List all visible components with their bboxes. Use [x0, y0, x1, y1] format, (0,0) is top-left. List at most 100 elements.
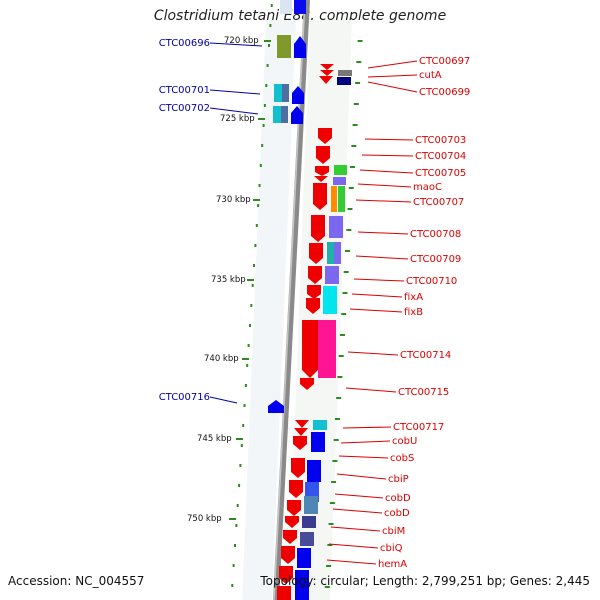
- scale-tick-dot: [265, 84, 268, 87]
- scale-tick-dot: [355, 82, 361, 84]
- gene-label-right: cbiM: [382, 526, 405, 537]
- leader-line: [336, 473, 387, 480]
- gene-arrow-red-small: [294, 428, 308, 436]
- scale-tick-dot: [334, 418, 340, 420]
- gene-label-left: CTC00702: [159, 103, 210, 114]
- gene-arrow-red: [311, 215, 325, 242]
- leader-line: [209, 396, 238, 404]
- gene-block-slate: [300, 532, 314, 546]
- gene-arrow-red: [287, 500, 301, 516]
- scale-tick-dot: [338, 355, 344, 357]
- scale-tick-dot: [343, 271, 349, 273]
- gene-arrow-red-small: [320, 70, 334, 76]
- gene-label-right: CTC00709: [410, 254, 461, 265]
- gene-arrow-red: [315, 166, 329, 176]
- leader-line: [340, 440, 391, 444]
- gene-arrow-red-small: [295, 420, 309, 428]
- leader-line: [357, 183, 412, 188]
- scale-tick-dot: [332, 460, 338, 462]
- scale-tick-dot: [350, 166, 355, 168]
- scale-tick-dot: [345, 250, 350, 252]
- scale-tick-dot: [231, 584, 234, 587]
- gene-label-right: cobS: [390, 453, 414, 464]
- gene-cog-navy: [337, 77, 351, 85]
- scale-tick-dot: [251, 284, 254, 287]
- gene-label-right: fixA: [404, 292, 423, 303]
- scale-label: 735 kbp: [211, 275, 246, 285]
- gene-arrow-blue: [294, 36, 306, 58]
- gene-arrow-red: [309, 243, 323, 264]
- scale-tick-dot: [232, 564, 235, 567]
- gene-minus-top-b: [294, 0, 306, 14]
- scale-tick-dot: [238, 484, 241, 487]
- scale-tick-dot: [263, 104, 266, 107]
- scale-tick-dot: [244, 384, 247, 387]
- gene-arrow-red-large: [302, 320, 318, 378]
- accession-text: Accession: NC_004557: [8, 574, 145, 588]
- scale-tick-dot: [253, 264, 255, 267]
- gene-label-right: cobU: [392, 436, 417, 447]
- scale-tick-major: [229, 518, 236, 520]
- scale-tick-dot: [336, 397, 342, 399]
- scale-tick-major: [236, 438, 243, 440]
- leader-line: [342, 426, 392, 429]
- gene-cog-slate-b: [281, 106, 288, 123]
- scale-tick-dot: [239, 464, 242, 467]
- scale-label: 750 kbp: [187, 514, 222, 524]
- gene-cog-blue: [311, 432, 325, 452]
- leader-line: [328, 543, 379, 549]
- gene-label-right: hemA: [378, 559, 407, 570]
- gene-block-navy: [302, 516, 316, 528]
- scale-tick-dot: [258, 184, 261, 187]
- gene-label-right: CTC00703: [415, 135, 466, 146]
- scale-tick-dot: [240, 444, 243, 447]
- scale-tick-dot: [340, 334, 345, 336]
- gene-cog-cyan-a: [274, 84, 282, 102]
- gene-arrow-red: [316, 146, 330, 164]
- leader-line: [209, 42, 263, 47]
- gene-cog-olive: [277, 35, 291, 58]
- leader-line: [345, 387, 397, 393]
- scale-tick-dot: [337, 376, 343, 378]
- gene-cog-cyan: [313, 420, 327, 430]
- gene-arrow-red: [279, 566, 293, 584]
- gene-cog-purple: [333, 177, 346, 185]
- gene-cog-slate-a: [282, 84, 289, 102]
- left-leader-lines: [209, 42, 263, 404]
- leader-line: [367, 74, 418, 78]
- scale-tick-dot: [249, 324, 251, 327]
- gene-label-right: CTC00710: [406, 276, 457, 287]
- scale-labels: 720 kbp 725 kbp 730 kbp 735 kbp 740 kbp 745 k…: [187, 36, 271, 524]
- gene-arrow-red: [277, 586, 291, 600]
- leader-line: [359, 169, 414, 174]
- scale-tick-dot: [328, 523, 334, 525]
- leader-line: [351, 293, 403, 298]
- right-gene-labels: CTC00697 cutA CTC00699 CTC00703 CTC00704 CTC0…: [378, 56, 470, 570]
- scale-label: 740 kbp: [204, 354, 239, 364]
- scale-tick-major: [242, 358, 249, 360]
- scale-tick-dot: [348, 187, 354, 189]
- leader-line: [334, 493, 384, 499]
- gene-label-left: CTC00716: [159, 392, 210, 403]
- scale-tick-dot: [246, 364, 249, 367]
- gene-arrow-red: [313, 183, 327, 210]
- scale-tick-dot: [351, 145, 357, 147]
- outer-track-left: [242, 20, 296, 600]
- right-leader-lines: [326, 60, 418, 565]
- scale-tick-dot: [357, 40, 363, 42]
- gene-cog-purple: [334, 242, 341, 264]
- gene-label-right: cbiQ: [380, 543, 403, 554]
- gene-arrow-red: [281, 546, 295, 564]
- scale-tick-dot: [247, 344, 250, 347]
- scale-label: 725 kbp: [220, 114, 255, 124]
- leader-line: [330, 526, 381, 532]
- gene-label-right: CTC00705: [415, 168, 466, 179]
- topology-text: Topology: circular; Length: 2,799,251 bp…: [260, 574, 590, 588]
- scale-tick-dot: [268, 44, 270, 47]
- gene-label-right: CTC00699: [419, 87, 470, 98]
- gene-block-blue: [297, 548, 311, 568]
- scale-tick-dot: [261, 144, 264, 147]
- gene-arrow-red: [285, 516, 299, 528]
- gene-label-right: CTC00714: [400, 350, 451, 361]
- scale-tick-major: [253, 199, 260, 201]
